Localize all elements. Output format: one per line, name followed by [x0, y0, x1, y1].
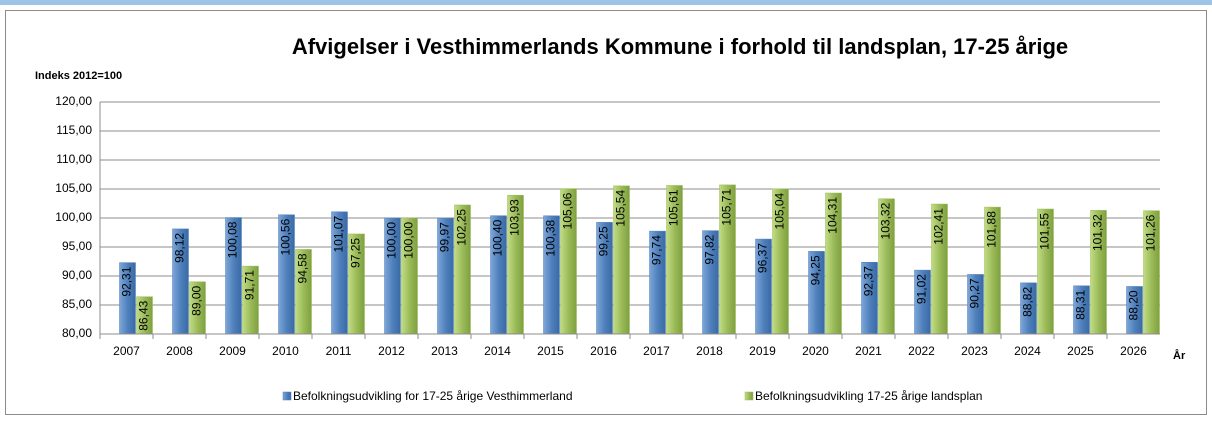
value-label: 98,12: [173, 233, 187, 263]
value-label: 88,82: [1021, 287, 1035, 317]
y-axis-label: Indeks 2012=100: [35, 70, 122, 82]
y-tick-label: 95,00: [62, 239, 92, 253]
x-tick-label: 2013: [431, 344, 458, 358]
value-label: 102,25: [455, 209, 469, 246]
legend-label: Befolkningsudvikling for 17-25 årige Ves…: [293, 389, 573, 403]
x-tick-label: 2019: [749, 344, 776, 358]
value-label: 96,37: [756, 243, 770, 273]
x-tick-label: 2018: [696, 344, 723, 358]
value-label: 100,00: [402, 222, 416, 259]
x-tick-label: 2008: [166, 344, 193, 358]
value-label: 99,25: [597, 226, 611, 256]
value-label: 91,71: [243, 270, 257, 300]
value-label: 99,97: [438, 222, 452, 252]
x-tick-label: 2026: [1120, 344, 1147, 358]
value-label: 100,38: [544, 219, 558, 256]
x-tick-label: 2020: [802, 344, 829, 358]
y-tick-label: 80,00: [62, 326, 92, 340]
value-label: 102,41: [932, 208, 946, 245]
y-tick-label: 120,00: [55, 94, 92, 108]
value-label: 100,56: [279, 218, 293, 255]
value-label: 105,04: [773, 192, 787, 229]
x-tick-label: 2011: [326, 344, 352, 358]
legend-label: Befolkningsudvikling 17-25 årige landspl…: [755, 389, 982, 403]
x-tick-label: 2009: [219, 344, 246, 358]
value-label: 105,06: [561, 192, 575, 229]
x-tick-label: 2014: [484, 344, 511, 358]
y-tick-label: 115,00: [56, 123, 92, 137]
x-tick-label: 2007: [113, 344, 140, 358]
value-label: 100,00: [385, 222, 399, 259]
y-tick-label: 110,00: [56, 152, 92, 166]
value-label: 101,55: [1038, 213, 1052, 250]
value-label: 97,25: [349, 238, 363, 268]
x-tick-label: 2012: [378, 344, 405, 358]
x-tick-label: 2022: [908, 344, 935, 358]
chart-title: Afvigelser i Vesthimmerlands Kommune i f…: [292, 34, 1068, 59]
x-tick-label: 2017: [643, 344, 670, 358]
value-label: 100,08: [226, 221, 240, 258]
y-tick-label: 85,00: [62, 297, 92, 311]
value-label: 90,27: [968, 278, 982, 308]
x-tick-label: 2010: [272, 344, 299, 358]
x-tick-label: 2023: [961, 344, 988, 358]
top-band: [0, 0, 1212, 5]
value-label: 105,71: [720, 189, 734, 226]
x-tick-label: 2015: [537, 344, 564, 358]
value-label: 92,31: [120, 266, 134, 296]
value-label: 88,20: [1127, 290, 1141, 320]
x-tick-label: 2025: [1067, 344, 1094, 358]
value-label: 101,26: [1144, 214, 1158, 251]
x-tick-label: 2016: [590, 344, 617, 358]
y-tick-label: 105,00: [55, 181, 92, 195]
value-label: 97,74: [650, 235, 664, 265]
value-label: 89,00: [190, 285, 204, 315]
x-axis-label: År: [1173, 349, 1186, 362]
y-tick-label: 100,00: [55, 210, 92, 224]
value-label: 94,58: [296, 253, 310, 283]
y-tick-label: 90,00: [62, 268, 92, 282]
value-label: 105,54: [614, 190, 628, 227]
value-label: 88,31: [1074, 289, 1088, 319]
value-label: 92,37: [862, 266, 876, 296]
value-label: 101,88: [985, 211, 999, 248]
value-label: 103,32: [879, 202, 893, 239]
value-label: 103,93: [508, 199, 522, 236]
legend-swatch: [744, 391, 754, 401]
chart-frame: [5, 10, 1207, 415]
value-label: 101,07: [332, 215, 346, 252]
value-label: 94,25: [809, 255, 823, 285]
value-label: 91,02: [915, 274, 929, 304]
value-label: 100,40: [491, 219, 505, 256]
value-label: 101,32: [1091, 214, 1105, 251]
x-tick-label: 2024: [1014, 344, 1041, 358]
x-tick-label: 2021: [855, 344, 882, 358]
value-label: 105,61: [667, 189, 681, 226]
value-label: 86,43: [137, 300, 151, 330]
legend-swatch: [282, 391, 292, 401]
value-label: 104,31: [826, 197, 840, 234]
value-label: 97,82: [703, 234, 717, 264]
